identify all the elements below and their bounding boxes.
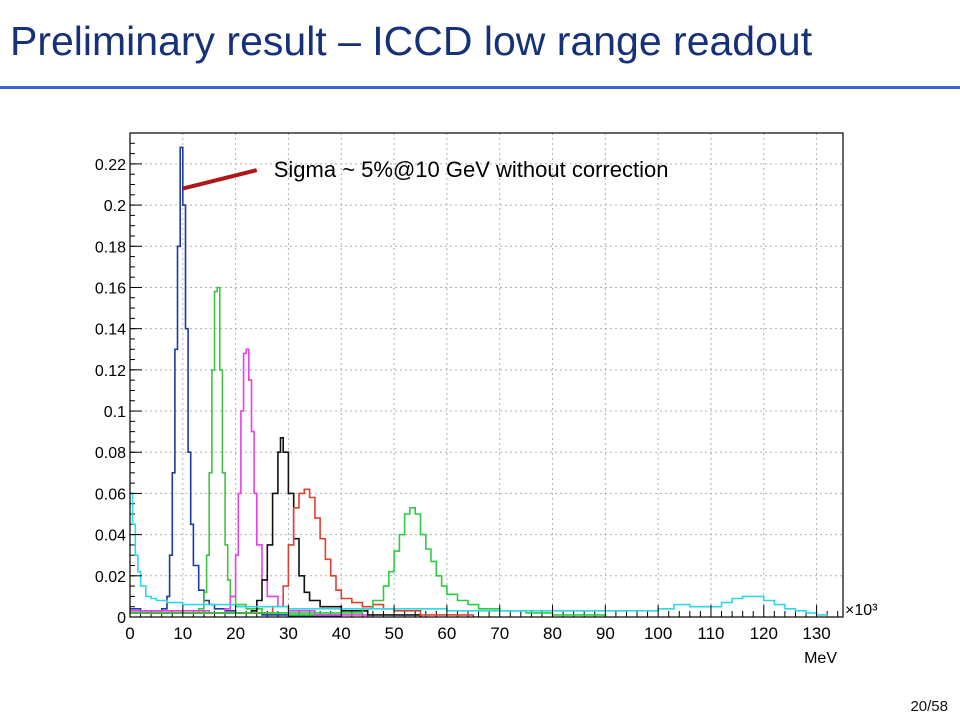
y-tick-label: 0.2 [104, 198, 126, 215]
x-axis-label: MeV [804, 650, 837, 667]
series-line-1 [130, 146, 343, 617]
annotation-text: Sigma ~ 5%@10 GeV without correction [274, 157, 669, 182]
page-number: 20/58 [910, 698, 948, 715]
annotation-pointer [182, 168, 258, 191]
plot-frame [129, 132, 844, 618]
x-tick-label: 50 [385, 624, 404, 643]
x-axis-multiplier: ×10³ [845, 602, 878, 619]
y-tick-label: 0.14 [95, 322, 126, 339]
x-tick-label: 130 [802, 624, 830, 643]
y-tick-label: 0 [117, 610, 126, 627]
x-tick-label: 20 [226, 624, 245, 643]
y-tick-label: 0.18 [95, 239, 126, 256]
x-tick-label: 90 [596, 624, 615, 643]
x-tick-label: 120 [750, 624, 778, 643]
x-tick-label: 60 [437, 624, 456, 643]
y-tick-label: 0.08 [95, 445, 126, 462]
y-tick-label: 0.16 [95, 280, 126, 297]
series-line-4 [130, 437, 422, 617]
y-tick-label: 0.12 [95, 363, 126, 380]
y-tick-label: 0.1 [104, 404, 126, 421]
series-line-7 [130, 492, 828, 617]
y-tick-label: 0.06 [95, 486, 126, 503]
title-underline [0, 86, 960, 89]
x-tick-label: 110 [697, 624, 724, 643]
x-tick-label: 10 [173, 624, 192, 643]
x-tick-label: 100 [644, 624, 672, 643]
x-tick-label: 70 [490, 624, 509, 643]
x-tick-label: 80 [543, 624, 562, 643]
y-tick-label: 0.02 [95, 569, 126, 586]
x-tick-label: 40 [332, 624, 351, 643]
y-tick-label: 0.22 [95, 157, 126, 174]
series-line-6 [130, 507, 607, 617]
x-tick-label: 0 [125, 624, 134, 643]
x-tick-label: 30 [279, 624, 298, 643]
series-line-5 [130, 488, 475, 617]
series-line-2 [130, 286, 343, 617]
plot-area [130, 133, 843, 617]
y-tick-label: 0.04 [95, 528, 126, 545]
slide-title: Preliminary result – ICCD low range read… [10, 18, 813, 64]
